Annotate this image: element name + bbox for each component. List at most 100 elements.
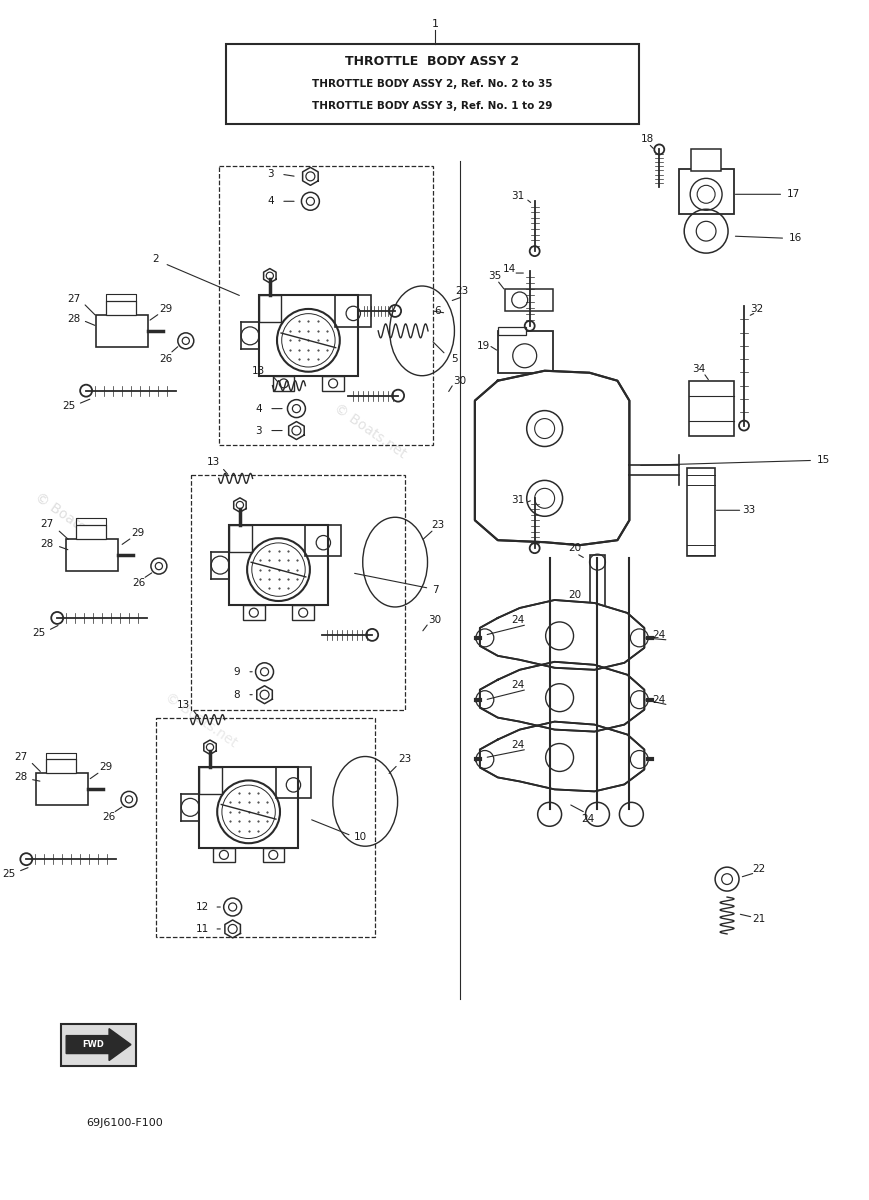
Text: 28: 28 xyxy=(41,539,54,550)
Bar xyxy=(259,295,358,377)
Polygon shape xyxy=(66,1028,131,1061)
Bar xyxy=(589,556,606,625)
Bar xyxy=(76,526,106,539)
Text: 21: 21 xyxy=(753,914,766,924)
Text: 13: 13 xyxy=(207,457,221,468)
Text: 31: 31 xyxy=(511,496,524,505)
Bar xyxy=(498,326,526,335)
Text: 28: 28 xyxy=(15,773,28,782)
Bar xyxy=(191,475,405,709)
Bar xyxy=(199,767,222,794)
Bar xyxy=(229,524,252,552)
Text: 9: 9 xyxy=(233,667,240,677)
Text: 34: 34 xyxy=(693,364,706,373)
Bar xyxy=(226,43,640,124)
Text: 24: 24 xyxy=(653,695,666,704)
Text: 33: 33 xyxy=(742,505,756,515)
Bar xyxy=(680,169,734,215)
Text: 27: 27 xyxy=(15,752,28,762)
Text: 22: 22 xyxy=(753,864,766,874)
Bar xyxy=(106,301,136,314)
Text: 29: 29 xyxy=(99,762,113,773)
Text: 24: 24 xyxy=(511,614,524,625)
Text: 15: 15 xyxy=(817,456,831,466)
Text: 11: 11 xyxy=(196,924,209,934)
Text: 26: 26 xyxy=(132,578,146,588)
Text: © Boats.net: © Boats.net xyxy=(162,690,240,750)
Text: 24: 24 xyxy=(653,630,666,640)
Text: 27: 27 xyxy=(41,520,54,529)
Text: 25: 25 xyxy=(3,869,16,880)
Bar xyxy=(96,314,148,347)
Text: 31: 31 xyxy=(511,191,524,202)
Text: 7: 7 xyxy=(432,586,438,595)
Text: FWD: FWD xyxy=(83,1040,104,1049)
Text: 12: 12 xyxy=(196,902,209,912)
Text: 5: 5 xyxy=(452,354,458,364)
Bar xyxy=(335,295,371,326)
Text: 20: 20 xyxy=(568,544,581,553)
Text: © Boats.net: © Boats.net xyxy=(561,649,638,709)
Text: 27: 27 xyxy=(68,294,81,304)
Bar xyxy=(275,767,311,798)
Text: 20: 20 xyxy=(568,590,581,600)
Text: 24: 24 xyxy=(511,679,524,690)
Bar xyxy=(305,524,342,556)
Text: 18: 18 xyxy=(640,134,654,144)
Text: 6: 6 xyxy=(434,306,441,316)
Bar xyxy=(691,150,721,172)
Bar xyxy=(505,289,553,311)
Text: © Boats.net: © Boats.net xyxy=(32,491,109,551)
Text: 4: 4 xyxy=(267,197,274,206)
Text: 32: 32 xyxy=(750,304,764,314)
Bar xyxy=(689,380,734,436)
Polygon shape xyxy=(480,600,644,670)
Text: 25: 25 xyxy=(33,628,46,638)
Text: 29: 29 xyxy=(159,304,172,314)
Text: 26: 26 xyxy=(103,812,116,822)
Bar xyxy=(243,606,264,620)
Text: 24: 24 xyxy=(511,739,524,750)
Text: 23: 23 xyxy=(455,286,468,296)
Text: 14: 14 xyxy=(503,264,516,274)
Text: 30: 30 xyxy=(454,376,467,385)
Text: 29: 29 xyxy=(131,528,144,539)
Bar xyxy=(262,847,284,862)
Bar xyxy=(687,468,715,556)
Bar xyxy=(322,377,344,390)
Text: 8: 8 xyxy=(233,690,240,700)
Text: 28: 28 xyxy=(68,314,81,324)
Polygon shape xyxy=(480,721,644,791)
Text: 17: 17 xyxy=(787,190,800,199)
Text: THROTTLE BODY ASSY 2, Ref. No. 2 to 35: THROTTLE BODY ASSY 2, Ref. No. 2 to 35 xyxy=(312,79,553,89)
Bar xyxy=(229,524,328,606)
Bar xyxy=(199,767,298,847)
Text: 35: 35 xyxy=(488,271,501,281)
Text: 1: 1 xyxy=(432,19,439,29)
Text: 3: 3 xyxy=(267,169,274,179)
Text: 13: 13 xyxy=(252,366,265,376)
Text: 23: 23 xyxy=(431,521,445,530)
Text: 26: 26 xyxy=(159,354,172,364)
Text: 19: 19 xyxy=(477,341,490,350)
Text: 2: 2 xyxy=(153,254,159,264)
Bar xyxy=(66,539,118,571)
Text: THROTTLE BODY ASSY 3, Ref. No. 1 to 29: THROTTLE BODY ASSY 3, Ref. No. 1 to 29 xyxy=(312,101,553,110)
Text: 10: 10 xyxy=(354,833,367,842)
Text: © Boats.net: © Boats.net xyxy=(331,401,409,461)
Text: 16: 16 xyxy=(789,233,802,244)
Bar xyxy=(36,774,88,805)
Text: 25: 25 xyxy=(63,401,76,410)
Bar xyxy=(61,1024,136,1066)
Text: 24: 24 xyxy=(580,815,594,824)
Text: 69J6100-F100: 69J6100-F100 xyxy=(86,1118,163,1128)
Bar xyxy=(273,377,295,390)
Bar xyxy=(156,718,375,937)
Text: THROTTLE  BODY ASSY 2: THROTTLE BODY ASSY 2 xyxy=(346,55,520,68)
Text: 23: 23 xyxy=(399,755,412,764)
Polygon shape xyxy=(480,662,644,732)
Text: 3: 3 xyxy=(255,426,262,436)
Bar xyxy=(213,847,235,862)
Bar xyxy=(498,331,553,373)
Bar xyxy=(259,295,282,323)
